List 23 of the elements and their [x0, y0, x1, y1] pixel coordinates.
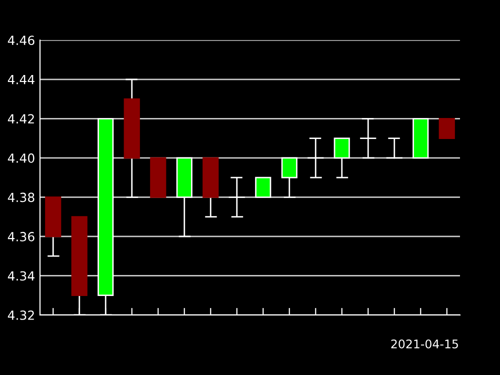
y-tick-label: 4.44 [8, 75, 34, 84]
candlestick [334, 138, 350, 178]
candlestick [176, 157, 192, 238]
text: 2021-04-15 [391, 339, 458, 348]
candlestick [202, 157, 219, 218]
candlestick [124, 78, 140, 198]
candlestick [438, 118, 455, 139]
y-tick-label: 4.42 [8, 114, 34, 124]
candlestick [308, 138, 324, 178]
candlestick [281, 157, 298, 198]
candlestick [150, 157, 166, 198]
candlestick [360, 118, 376, 159]
y-tick-label: 4.40 [8, 153, 34, 163]
y-tick-label: 4.36 [8, 232, 34, 242]
candlestick [255, 176, 272, 198]
y-tick-label: 4.38 [8, 192, 34, 202]
candlestick [386, 138, 402, 159]
y-tick-label: 4.32 [8, 310, 34, 320]
candlestick [45, 196, 62, 257]
candlestick [228, 176, 245, 218]
candlestick [412, 118, 429, 159]
y-tick-label: 4.34 [8, 271, 34, 281]
y-tick-label: 4.46 [8, 36, 34, 46]
